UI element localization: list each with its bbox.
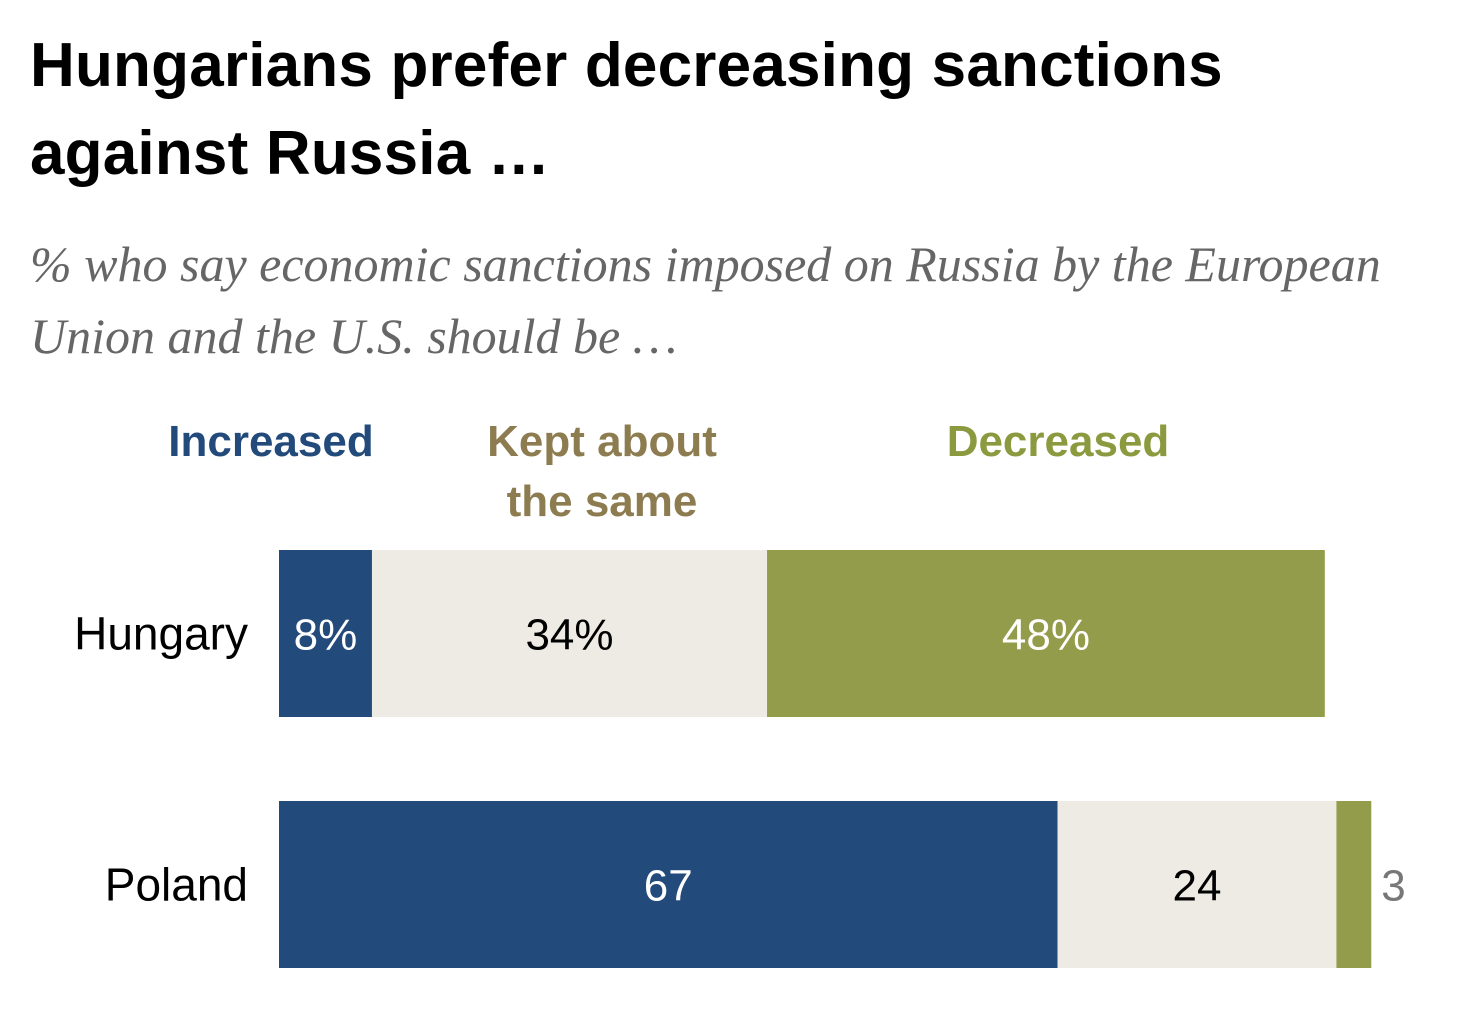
value-label-hungary-kept-about-the-same: 34% [525,611,613,660]
category-label-hungary: Hungary [74,608,248,660]
value-label-hungary-increased: 8% [294,611,358,660]
bar-hungary-kept-about-the-same [371,550,768,717]
value-label-poland-increased: 67 [644,862,693,911]
bar-poland-decreased [1336,801,1372,968]
value-label-poland-kept-about-the-same: 24 [1173,862,1222,911]
legend-increased: Increased [168,417,374,466]
bar-poland-kept-about-the-same [1057,801,1337,968]
chart-subtitle: % who say economic sanctions imposed on … [30,236,1381,364]
legend-kept-same: Kept about the same [487,417,717,526]
bar-poland-increased [279,801,1058,968]
legend-decreased: Decreased [946,417,1170,466]
category-label-poland: Poland [105,859,248,911]
bar-hungary-decreased [767,550,1325,717]
chart-title: Hungarians prefer decreasing sanctions a… [30,31,1223,188]
value-label-poland-decreased: 3 [1381,862,1405,911]
bar-hungary-increased [279,550,372,717]
value-label-hungary-decreased: 48% [1002,611,1090,660]
